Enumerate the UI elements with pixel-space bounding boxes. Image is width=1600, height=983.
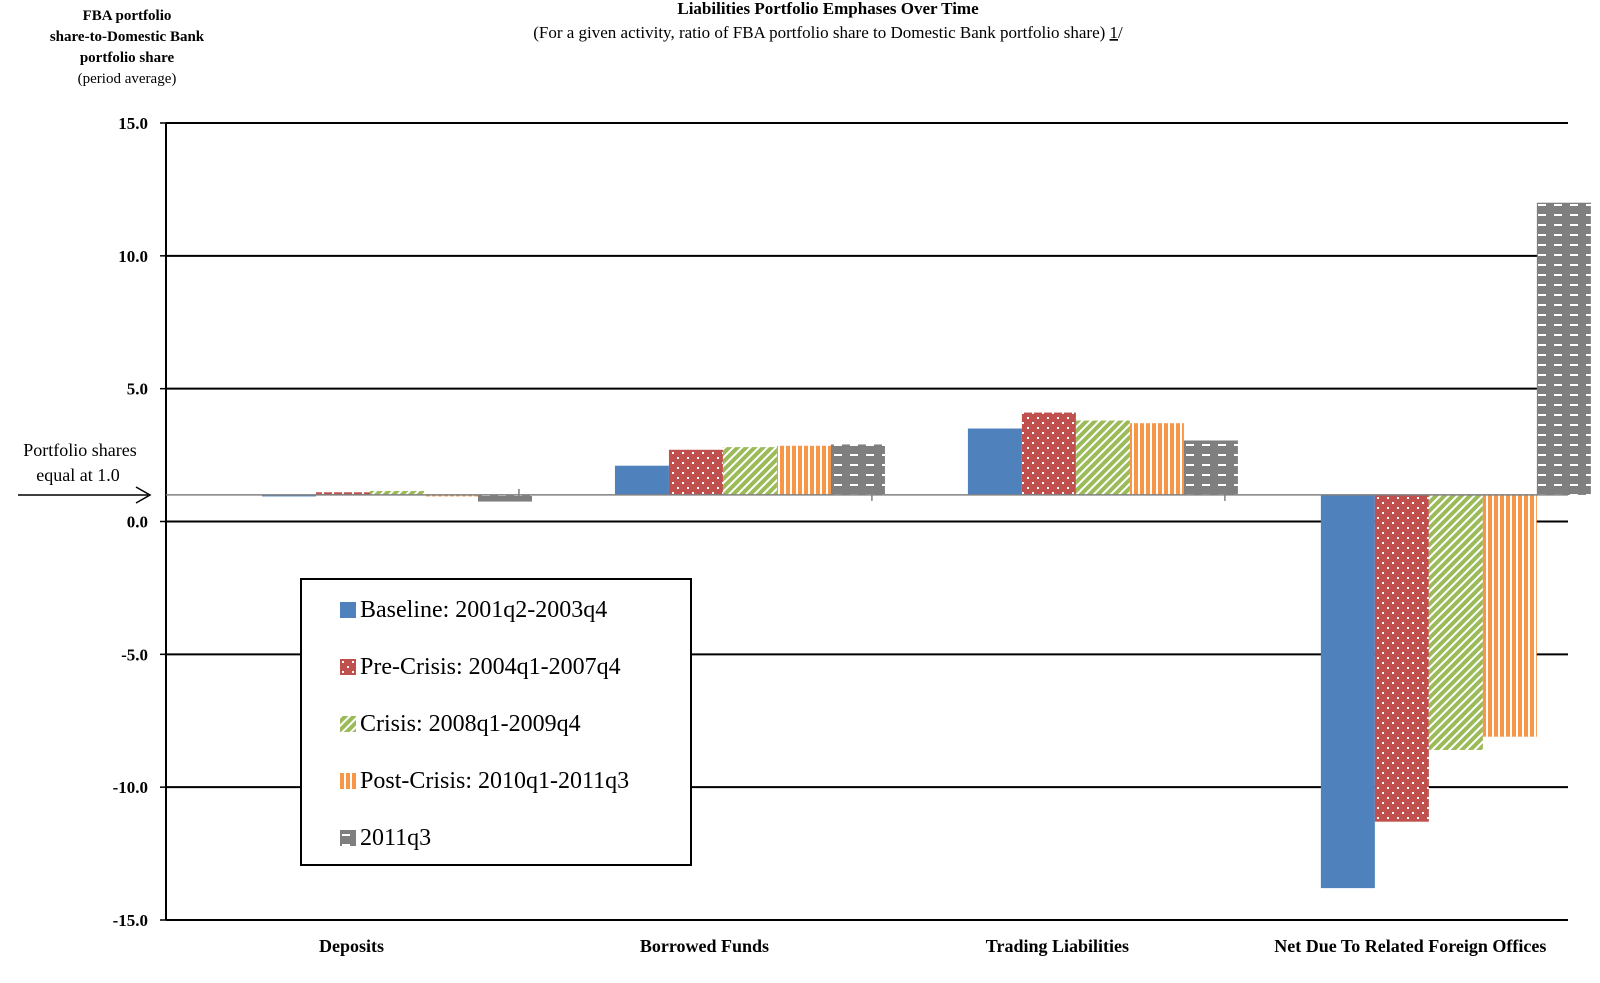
y-tick-label: -5.0 — [121, 645, 148, 664]
bar-1-4 — [830, 444, 885, 495]
legend-item-post-crisis: Post-Crisis: 2010q1-2011q3 — [340, 766, 629, 796]
bar-3-0 — [1320, 494, 1375, 889]
legend-label-baseline: Baseline: 2001q2-2003q4 — [360, 596, 608, 623]
bar-2-4 — [1183, 440, 1238, 495]
y-tick-label: 10.0 — [118, 247, 148, 266]
legend-label-2011q3: 2011q3 — [360, 824, 432, 851]
y-tick-label: -15.0 — [113, 911, 148, 930]
subtitle-suffix: / — [1118, 23, 1123, 42]
chart-subtitle: (For a given activity, ratio of FBA port… — [533, 23, 1123, 42]
annotation-arrow-head — [135, 486, 152, 504]
x-tick-label: Deposits — [319, 936, 384, 956]
label-layer: 15.0 10.0 5.0 0.0 -5.0 -10.0 -15.0 Deposits Borr… — [113, 114, 1547, 956]
annotation-line1: Portfolio shares — [23, 440, 136, 460]
y-tick-label: 0.0 — [127, 513, 148, 532]
legend-item-baseline: Baseline: 2001q2-2003q4 — [340, 595, 607, 625]
legend-swatch-crisis — [340, 716, 356, 732]
bar-1-3 — [776, 445, 831, 495]
chart-title: Liabilities Portfolio Emphases Over Time — [677, 0, 979, 18]
y-axis-label-line2: share-to-Domestic Bank — [50, 29, 205, 45]
legend-swatch-2011q3 — [340, 830, 356, 846]
legend-swatch-post-crisis — [340, 773, 356, 789]
bar-1-1 — [668, 449, 723, 495]
legend-swatch-baseline — [340, 602, 356, 618]
bar-2-3 — [1129, 423, 1184, 495]
legend-label-crisis: Crisis: 2008q1-2009q4 — [360, 710, 581, 737]
x-tick-label: Borrowed Funds — [640, 936, 769, 956]
x-tick-label: Trading Liabilities — [986, 936, 1129, 956]
y-axis-label-line1: FBA portfolio — [83, 8, 172, 24]
bar-2-0 — [967, 428, 1022, 495]
legend-item-2011q3: 2011q3 — [340, 823, 431, 853]
bar-1-2 — [722, 447, 777, 495]
axis-layer — [160, 122, 1568, 921]
bar-0-2 — [370, 490, 424, 495]
legend-swatch-pre-crisis — [340, 659, 356, 675]
bar-2-1 — [1021, 412, 1076, 495]
bar-0-1 — [316, 492, 370, 495]
x-tick-label: Net Due To Related Foreign Offices — [1274, 936, 1546, 956]
bar-3-2 — [1428, 494, 1483, 750]
bar-3-4 — [1536, 202, 1591, 495]
legend-item-pre-crisis: Pre-Crisis: 2004q1-2007q4 — [340, 652, 621, 682]
subtitle-prefix: (For a given activity, ratio of FBA port… — [533, 23, 1109, 42]
legend-item-crisis: Crisis: 2008q1-2009q4 — [340, 709, 581, 739]
bar-layer — [262, 202, 1591, 889]
bar-3-3 — [1482, 494, 1537, 737]
bar-0-4 — [478, 494, 532, 502]
y-axis-label-line3: portfolio share — [80, 50, 175, 66]
legend-label-post-crisis: Post-Crisis: 2010q1-2011q3 — [360, 767, 630, 794]
subtitle-note: 1 — [1110, 23, 1119, 42]
y-tick-label: 5.0 — [127, 380, 148, 399]
y-axis-label-sub: (period average) — [78, 71, 177, 87]
annotation-line2: equal at 1.0 — [36, 465, 119, 485]
bar-1-0 — [614, 465, 669, 495]
y-tick-label: 15.0 — [118, 114, 148, 133]
bar-2-2 — [1075, 420, 1130, 495]
legend-label-pre-crisis: Pre-Crisis: 2004q1-2007q4 — [360, 653, 621, 680]
y-tick-label: -10.0 — [113, 778, 148, 797]
bar-3-1 — [1374, 494, 1429, 822]
legend: Baseline: 2001q2-2003q4 Pre-Crisis: 2004… — [300, 578, 692, 866]
